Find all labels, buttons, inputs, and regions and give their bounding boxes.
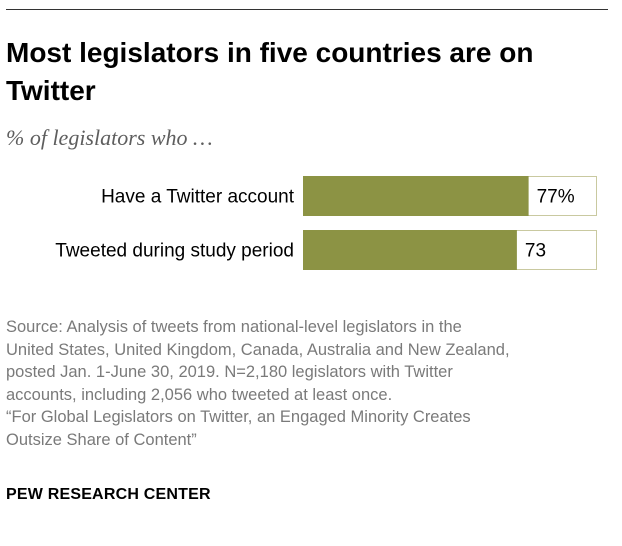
- report-title-line: Outsize Share of Content”: [6, 430, 197, 449]
- top-rule: [6, 9, 608, 10]
- source-line: Source: Analysis of tweets from national…: [6, 318, 462, 336]
- category-label: Have a Twitter account: [101, 187, 295, 208]
- source-line: accounts, including 2,056 who tweeted at…: [6, 385, 393, 404]
- source-note: Source: Analysis of tweets from national…: [6, 316, 612, 451]
- category-label: Tweeted during study period: [55, 241, 294, 262]
- brand-logo-text: PEW RESEARCH CENTER: [6, 486, 211, 503]
- source-line: posted Jan. 1-June 30, 2019. N=2,180 leg…: [6, 363, 453, 381]
- bar-chart: Have a Twitter account 77% Tweeted during …: [55, 176, 597, 270]
- bar: [303, 230, 517, 270]
- value-label: 77%: [537, 187, 575, 208]
- chart-subtitle: % of legislators who …: [6, 125, 213, 150]
- chart-title: Most legislators in five countries are o…: [6, 37, 534, 106]
- bar: [303, 176, 529, 216]
- report-title-line: “For Global Legislators on Twitter, an E…: [6, 408, 471, 426]
- source-line: United States, United Kingdom, Canada, A…: [6, 340, 510, 359]
- value-label: 73: [525, 241, 546, 262]
